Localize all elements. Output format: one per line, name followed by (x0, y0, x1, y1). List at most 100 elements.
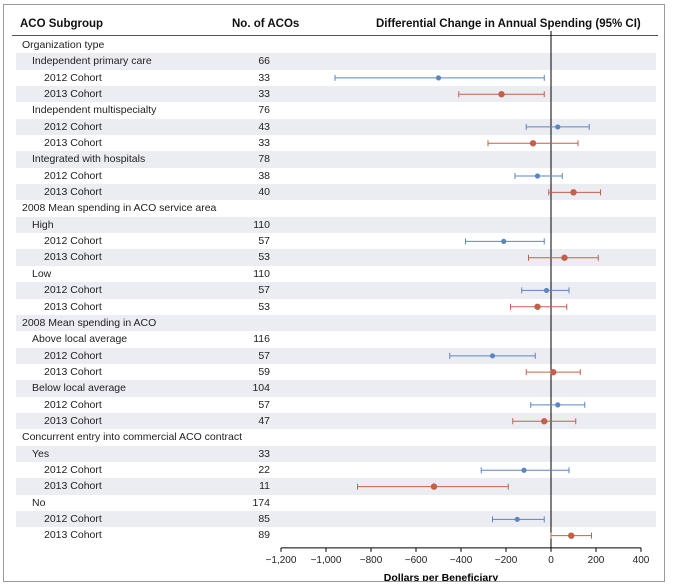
point-estimate-2012 (489, 353, 496, 359)
row-count: 43 (258, 120, 270, 133)
row-label: 2008 Mean spending in ACO (22, 316, 157, 329)
point-estimate-2013 (550, 368, 557, 376)
table-row: 2013 Cohort 89 (16, 527, 656, 543)
table-row: 2012 Cohort 57 (16, 397, 656, 413)
row-count: 11 (259, 480, 270, 493)
table-row: 2012 Cohort 22 (16, 462, 656, 478)
x-tick-label: −600 (405, 555, 428, 566)
point-estimate-2013 (561, 254, 568, 261)
row-label: Above local average (32, 333, 128, 346)
x-tick-label: 400 (633, 555, 650, 566)
row-count: 89 (258, 529, 270, 542)
row-count: 38 (258, 169, 270, 182)
point-estimate-2013 (430, 483, 438, 490)
table-row: 2012 Cohort 57 (16, 282, 656, 299)
row-count: 22 (258, 463, 270, 476)
row-label: Low (32, 267, 52, 280)
table-row: 2008 Mean spending in ACO (16, 314, 656, 332)
row-count: 59 (258, 365, 270, 378)
row-count: 33 (258, 71, 270, 84)
point-estimate-2012 (514, 516, 520, 522)
row-label: 2012 Cohort (44, 512, 102, 525)
table-row: 2012 Cohort 33 (16, 70, 656, 86)
row-count: 85 (258, 512, 270, 525)
row-label: Organization type (22, 39, 105, 51)
row-label: Yes (32, 447, 50, 460)
row-count: 47 (258, 414, 270, 427)
row-count: 76 (258, 104, 270, 117)
row-label: 2013 Cohort (44, 529, 102, 542)
table-row: Low 110 (16, 266, 656, 282)
point-estimate-2012 (435, 75, 442, 81)
row-label: 2012 Cohort (44, 463, 102, 476)
row-label: 2012 Cohort (44, 284, 102, 297)
table-row: 2012 Cohort 57 (16, 347, 656, 364)
table-row: 2008 Mean spending in ACO service area (16, 200, 656, 216)
table-row: 2013 Cohort 53 (16, 249, 656, 266)
row-count: 33 (258, 447, 270, 460)
x-tick-label: 200 (588, 555, 605, 566)
row-label: 2013 Cohort (44, 414, 102, 427)
table-rows: Organization type Independent primary car… (16, 37, 656, 544)
point-estimate-2013 (534, 303, 541, 310)
point-estimate-2013 (529, 140, 537, 147)
table-row: Independent primary care 66 (16, 53, 656, 70)
row-count: 57 (258, 235, 270, 248)
row-label: High (32, 218, 54, 231)
row-label: 2012 Cohort (44, 349, 102, 362)
row-count: 53 (258, 300, 270, 313)
row-label: 2013 Cohort (44, 365, 102, 378)
row-label: 2012 Cohort (44, 120, 102, 133)
header-rule (12, 35, 658, 36)
row-label: Concurrent entry into commercial ACO con… (22, 431, 242, 444)
row-label: 2013 Cohort (44, 186, 102, 199)
table-row: Below local average 104 (16, 380, 656, 397)
row-count: 33 (258, 88, 270, 101)
table-row: 2013 Cohort 33 (16, 135, 656, 151)
point-estimate-2012 (501, 238, 507, 244)
row-label: 2013 Cohort (44, 251, 102, 264)
row-count: 78 (258, 153, 270, 166)
table-row: Integrated with hospitals 78 (16, 151, 656, 168)
chart-title: Differential Change in Annual Spending (… (376, 18, 641, 30)
table-row: Organization type (16, 37, 656, 53)
figure-frame: ACO Subgroup No. of ACOs Differential Ch… (3, 4, 665, 582)
row-label: Integrated with hospitals (32, 153, 146, 166)
row-count: 110 (253, 267, 270, 280)
x-tick-label: 0 (548, 555, 554, 566)
row-label: 2012 Cohort (44, 71, 102, 84)
row-label: Independent multispecialty (32, 104, 157, 117)
row-count: 66 (258, 55, 270, 68)
point-estimate-2013 (498, 91, 505, 98)
row-count: 57 (258, 398, 270, 411)
point-estimate-2012 (534, 173, 541, 179)
point-estimate-2013 (541, 418, 548, 425)
row-count: 53 (258, 251, 270, 264)
row-label: 2013 Cohort (44, 300, 102, 313)
table-row: 2012 Cohort 57 (16, 233, 656, 249)
point-estimate-2012 (521, 467, 527, 473)
table-row: High 110 (16, 216, 656, 234)
table-row: No 174 (16, 495, 656, 511)
row-label: 2013 Cohort (44, 480, 102, 493)
point-estimate-2013 (568, 532, 575, 539)
x-tick-label: −1,000 (311, 555, 342, 566)
x-tick-label: −200 (495, 555, 518, 566)
x-tick-label: −800 (360, 555, 383, 566)
row-count: 104 (252, 382, 270, 395)
table-row: 2012 Cohort 85 (16, 510, 656, 528)
row-label: No (32, 496, 46, 509)
row-count: 57 (258, 349, 270, 362)
header-subgroup: ACO Subgroup (20, 18, 104, 30)
row-label: 2012 Cohort (44, 169, 102, 182)
table-row: Yes 33 (16, 445, 656, 462)
table-row: 2013 Cohort 11 (16, 478, 656, 495)
point-estimate-2012 (555, 124, 561, 130)
table-row: 2013 Cohort 40 (16, 184, 656, 201)
row-count: 116 (253, 333, 270, 346)
table-row: Independent multispecialty 76 (16, 102, 656, 118)
table-row: Above local average 116 (16, 331, 656, 347)
table-row: 2013 Cohort 53 (16, 299, 656, 315)
forest-plot: −1,200 −1,000 −800 −600 −400 −200 0 200 400 Dolla… (266, 31, 650, 581)
table-row: Concurrent entry into commercial ACO con… (16, 429, 656, 445)
